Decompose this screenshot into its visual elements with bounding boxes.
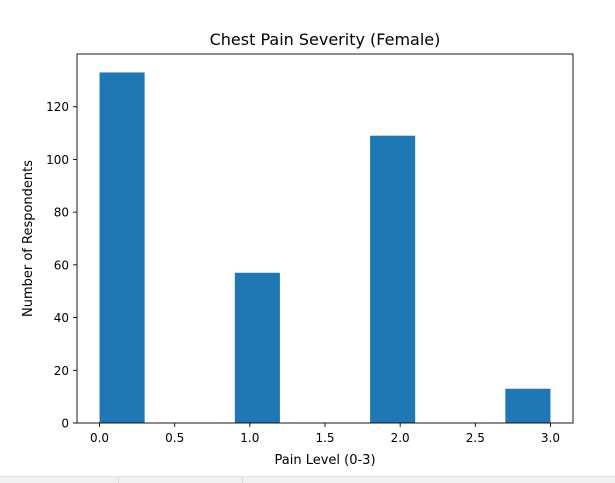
histogram-bar-9 <box>505 388 551 423</box>
y-tick-label: 40 <box>54 311 69 325</box>
y-tick-label: 20 <box>54 364 69 378</box>
x-axis-ticks: 0.0 0.5 1.0 1.5 2.0 2.5 3.0 <box>90 423 560 445</box>
x-tick-label: 1.5 <box>315 431 334 445</box>
histogram-bar-6 <box>370 135 416 423</box>
y-tick-label: 80 <box>54 206 69 220</box>
x-tick-label: 0.0 <box>90 431 109 445</box>
y-tick-label: 100 <box>46 153 69 167</box>
x-tick-label: 2.5 <box>466 431 485 445</box>
x-tick-label: 3.0 <box>541 431 560 445</box>
strip-divider <box>242 477 243 483</box>
histogram-bar-0 <box>99 72 145 423</box>
x-tick-label: 0.5 <box>165 431 184 445</box>
window-bottom-strip <box>0 476 615 483</box>
histogram-bar-3 <box>234 272 280 423</box>
x-axis-label: Pain Level (0-3) <box>274 453 375 468</box>
y-tick-label: 0 <box>61 417 69 431</box>
y-axis-ticks: 0 20 40 60 80 100 120 <box>46 100 77 431</box>
x-tick-label: 2.0 <box>391 431 410 445</box>
y-axis-label: Number of Respondents <box>21 160 36 317</box>
x-tick-label: 1.0 <box>240 431 259 445</box>
chart-title: Chest Pain Severity (Female) <box>210 30 441 49</box>
plot-frame <box>76 53 574 424</box>
y-tick-label: 60 <box>54 258 69 272</box>
strip-divider <box>118 477 119 483</box>
y-tick-label: 120 <box>46 100 69 114</box>
bars-group <box>99 72 551 423</box>
